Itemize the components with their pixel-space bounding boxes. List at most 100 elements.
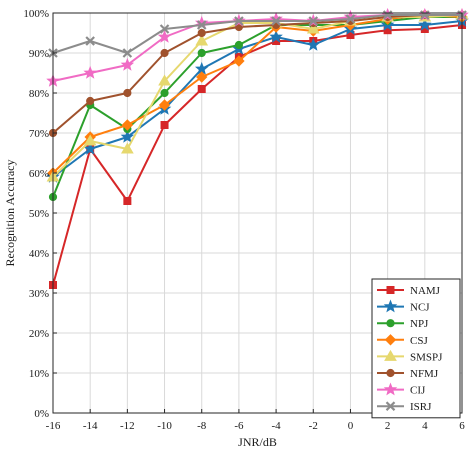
data-point-csj (121, 119, 134, 131)
y-tick-label: 100% (23, 8, 49, 20)
legend-item-ncj: NCJ (377, 299, 430, 314)
data-point-ncj (120, 129, 135, 143)
x-tick-label: -10 (157, 420, 172, 432)
legend-marker-npj (386, 319, 395, 328)
y-tick-label: 70% (29, 128, 49, 140)
legend-label-isrj: ISRJ (410, 401, 432, 413)
plot-series (46, 7, 469, 289)
legend-item-smspj: SMSPJ (377, 349, 443, 363)
legend-label-cij: CIJ (410, 385, 426, 397)
legend-marker-ncj (383, 299, 398, 313)
legend-marker-smspj (384, 349, 397, 361)
data-point-namj (123, 197, 132, 205)
legend-item-namj: NAMJ (377, 285, 441, 297)
legend-item-cij: CIJ (377, 382, 426, 397)
series-line-namj (52, 24, 463, 286)
x-tick-label: -6 (234, 420, 244, 432)
y-tick-label: 10% (29, 368, 49, 380)
legend-marker-isrj (385, 401, 396, 411)
y-tick-label: 90% (29, 48, 49, 60)
series-line-csj (52, 14, 463, 174)
data-point-isrj (345, 14, 356, 24)
legend-marker-namj (386, 286, 395, 294)
x-tick-label: -2 (309, 420, 318, 432)
y-tick-label: 40% (29, 248, 49, 260)
x-tick-label: -14 (83, 420, 98, 432)
data-point-isrj (382, 10, 393, 20)
legend-label-csj: CSJ (410, 335, 428, 347)
legend-item-npj: NPJ (377, 318, 429, 330)
data-point-nfmj (123, 88, 132, 98)
data-point-cij (157, 29, 172, 43)
x-tick-label: -4 (272, 420, 282, 432)
x-axis-title: JNR/dB (238, 435, 277, 449)
x-tick-label: -12 (120, 420, 135, 432)
legend-item-csj: CSJ (377, 334, 428, 347)
data-point-isrj (85, 36, 95, 46)
legend-marker-cij (383, 382, 398, 396)
data-point-smspj (306, 22, 320, 34)
y-axis-title: Recognition Accuracy (3, 160, 17, 267)
data-point-isrj (271, 16, 281, 26)
data-point-ncj (269, 29, 283, 43)
x-tick-label: -8 (197, 420, 207, 432)
data-point-isrj (159, 24, 170, 34)
series-ncj (46, 13, 469, 183)
data-point-ncj (83, 141, 97, 155)
x-tick-label: 6 (459, 420, 465, 432)
data-point-cij (83, 65, 97, 79)
legend-marker-csj (384, 334, 397, 346)
legend-marker-nfmj (386, 368, 395, 378)
data-point-isrj (234, 16, 244, 26)
data-point-smspj (158, 74, 171, 86)
series-line-npj (52, 16, 462, 198)
data-point-npj (160, 88, 169, 98)
y-tick-label: 30% (29, 288, 49, 300)
data-point-nfmj (86, 96, 95, 106)
y-axis-ticks: 0% 10% 20% 30% 40% 50% 60% 70% 80% 90% 100% (23, 8, 57, 420)
data-point-csj (158, 99, 171, 111)
legend: NAMJ NCJ NPJ CSJ SMSPJ NFMJ CIJ ISRJ (371, 278, 461, 419)
data-point-smspj (195, 34, 209, 46)
x-tick-label: 0 (348, 420, 354, 432)
data-point-ncj (418, 17, 432, 31)
y-tick-label: 80% (29, 88, 49, 100)
data-point-namj (160, 121, 169, 129)
x-tick-label: 4 (422, 420, 428, 432)
series-isrj (48, 10, 467, 58)
y-tick-label: 60% (29, 168, 49, 180)
legend-label-namj: NAMJ (410, 285, 441, 297)
data-point-isrj (196, 20, 207, 30)
data-point-isrj (420, 10, 430, 20)
legend-label-smspj: SMSPJ (410, 351, 443, 363)
legend-item-nfmj: NFMJ (377, 368, 439, 380)
series-line-nfmj (52, 14, 462, 134)
data-point-isrj (308, 16, 319, 26)
series-line-isrj (52, 14, 462, 54)
data-point-isrj (122, 48, 133, 58)
data-point-npj (234, 40, 244, 50)
y-tick-label: 0% (34, 408, 49, 420)
data-point-smspj (120, 142, 134, 154)
legend-label-nfmj: NFMJ (410, 368, 439, 380)
data-point-namj (197, 85, 206, 93)
series-namj (49, 21, 466, 289)
data-point-csj (196, 71, 208, 83)
legend-item-isrj: ISRJ (377, 401, 432, 413)
y-tick-label: 20% (29, 328, 49, 340)
x-tick-label: 2 (385, 420, 391, 432)
legend-label-ncj: NCJ (410, 302, 430, 314)
data-point-cij (120, 57, 135, 71)
legend-label-npj: NPJ (410, 318, 429, 330)
data-point-csj (233, 55, 245, 67)
data-point-smspj (83, 134, 97, 146)
y-tick-label: 50% (29, 208, 49, 220)
x-axis-ticks: -16 -14 -12 -10 -8 -6 -4 -2 0 2 4 6 (46, 409, 465, 432)
legend-box (371, 278, 461, 419)
x-tick-label: -16 (46, 420, 61, 432)
data-point-nfmj (160, 48, 169, 58)
data-point-nfmj (197, 28, 206, 38)
data-point-npj (197, 48, 206, 58)
